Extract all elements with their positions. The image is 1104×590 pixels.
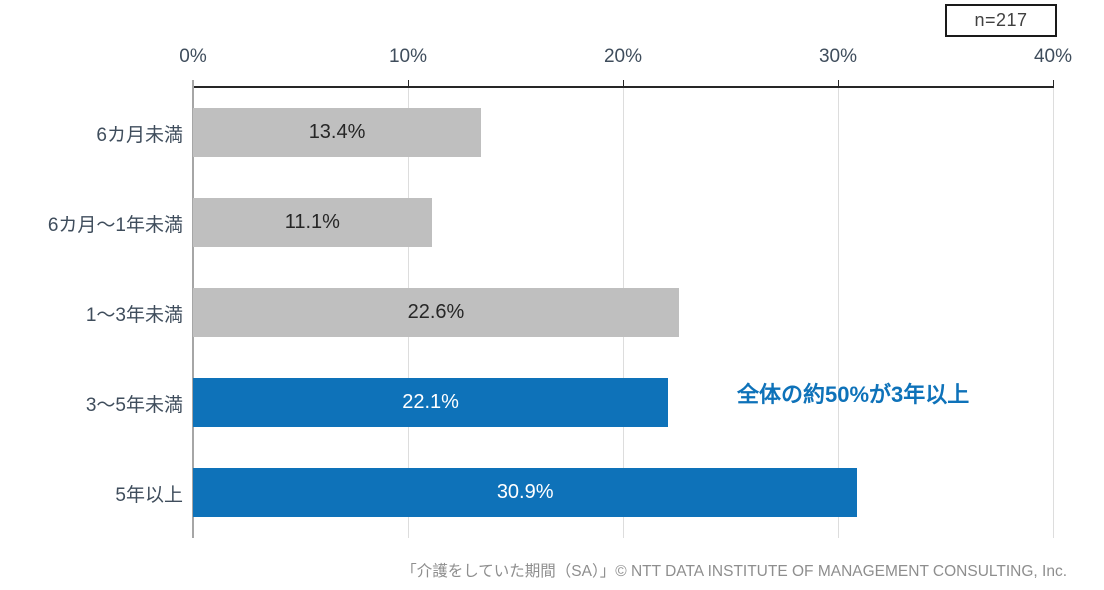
gridline-30 xyxy=(838,88,839,538)
x-axis-tick xyxy=(408,80,409,86)
bar-value-label: 22.6% xyxy=(407,301,465,323)
bar-track: 22.1% xyxy=(193,378,1053,427)
bar-row-1-to-3-years: 1～3年未満 22.6% xyxy=(0,268,1104,358)
category-label: 6カ月～1年未満 xyxy=(47,214,183,236)
bar: 22.6% xyxy=(193,288,679,337)
bar-track: 22.6% xyxy=(193,288,1053,337)
bar-track: 13.4% xyxy=(193,108,1053,157)
bar-value-label: 22.1% xyxy=(402,391,459,413)
bar-row-6-months-to-1-year: 6カ月～1年未満 11.1% xyxy=(0,178,1104,268)
x-axis-tick xyxy=(838,80,839,86)
category-label: 5年以上 xyxy=(115,484,183,506)
x-axis-tick xyxy=(623,80,624,86)
bar: 13.4% xyxy=(193,108,482,157)
sample-size-badge: n=217 xyxy=(945,4,1057,37)
bar-track: 11.1% xyxy=(193,198,1053,247)
bar: 22.1% xyxy=(193,378,669,427)
x-tick-label-20: 20% xyxy=(603,46,643,67)
bar: 30.9% xyxy=(193,468,858,517)
category-label: 6カ月未満 xyxy=(96,124,183,146)
bar-value-label: 11.1% xyxy=(284,211,340,233)
bar: 11.1% xyxy=(193,198,432,247)
category-label: 3～5年未満 xyxy=(85,394,183,416)
x-tick-label-10: 10% xyxy=(388,46,428,67)
bar-value-label: 30.9% xyxy=(496,481,554,503)
x-axis-line xyxy=(193,86,1054,88)
annotation-text: 全体の約50%が3年以上 xyxy=(737,382,970,407)
x-axis-tick xyxy=(1053,80,1054,86)
bar-row-5-years-plus: 5年以上 30.9% xyxy=(0,448,1104,538)
bar-track: 30.9% xyxy=(193,468,1053,517)
x-tick-label-40: 40% xyxy=(1033,46,1073,67)
bar-value-label: 13.4% xyxy=(308,121,366,143)
bar-row-3-to-5-years: 3～5年未満 22.1% xyxy=(0,358,1104,448)
source-caption: 「介護をしていた期間（SA）」© NTT DATA INSTITUTE OF M… xyxy=(401,563,1067,580)
category-label: 1～3年未満 xyxy=(85,304,183,326)
x-tick-label-30: 30% xyxy=(818,46,858,67)
x-tick-label-0: 0% xyxy=(179,46,207,67)
plot-area: 6カ月未満 13.4% 6カ月～1年未満 11.1% 1～3年未満 22.6% xyxy=(0,88,1104,538)
gridline-40 xyxy=(1053,88,1054,538)
bar-row-under-6-months: 6カ月未満 13.4% xyxy=(0,88,1104,178)
